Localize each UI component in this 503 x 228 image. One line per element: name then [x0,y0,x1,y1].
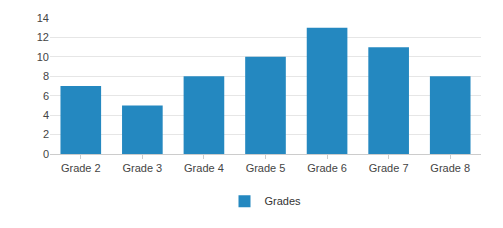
svg-text:2: 2 [43,128,49,140]
svg-text:8: 8 [43,70,49,82]
svg-text:Grade 5: Grade 5 [246,162,286,174]
svg-text:Grade 7: Grade 7 [369,162,409,174]
svg-text:Grades: Grades [265,195,302,207]
svg-text:Grade 6: Grade 6 [307,162,347,174]
svg-text:0: 0 [43,148,49,160]
svg-text:6: 6 [43,90,49,102]
svg-text:12: 12 [37,31,49,43]
svg-text:Grade 2: Grade 2 [61,162,101,174]
svg-text:Grade 4: Grade 4 [184,162,224,174]
svg-text:14: 14 [37,12,49,24]
svg-text:Grade 8: Grade 8 [430,162,470,174]
svg-text:Grade 3: Grade 3 [122,162,162,174]
svg-text:10: 10 [37,51,49,63]
svg-text:4: 4 [43,109,49,121]
